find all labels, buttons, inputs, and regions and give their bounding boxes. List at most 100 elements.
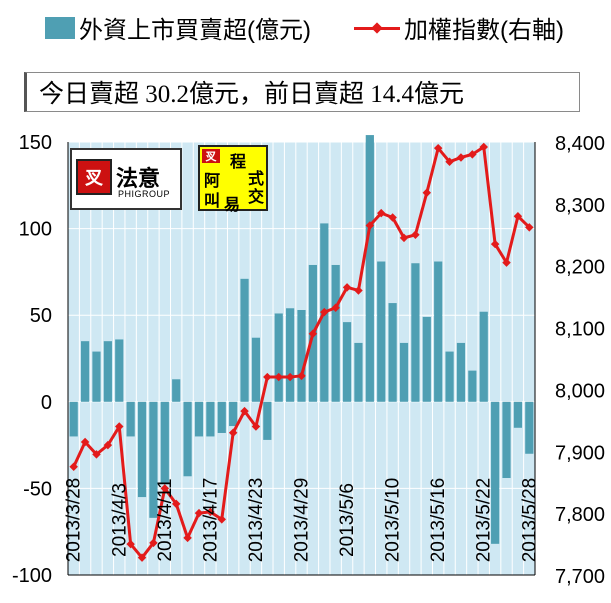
index-marker-21 (308, 329, 318, 338)
bar-38 (502, 401, 511, 479)
index-marker-30 (411, 230, 420, 240)
bar-3 (103, 341, 112, 402)
program-trading-logo-char: 程 (230, 154, 247, 171)
index-marker-15 (240, 406, 249, 416)
legend-line-swatch (354, 17, 400, 39)
program-trading-logo-char: 阿 (204, 173, 221, 190)
program-trading-logo-mark: 㕚 (202, 149, 220, 163)
index-marker-14 (228, 428, 238, 437)
left-axis-tick-label: -100 (12, 565, 52, 587)
index-marker-32 (433, 143, 443, 153)
left-axis-tick-label: 150 (19, 132, 52, 154)
summary-text: 今日賣超 30.2億元，前日賣超 14.4億元 (39, 81, 465, 108)
index-marker-25 (354, 286, 363, 295)
bar-12 (206, 401, 215, 437)
program-trading-logo-char: 式 (248, 171, 265, 188)
x-tick-label: 2013/4/11 (155, 478, 176, 561)
right-axis-tick-label: 8,000 (555, 380, 605, 402)
legend-bar-label: 外資上市買賣超(億元) (79, 17, 311, 44)
bar-4 (115, 339, 124, 402)
bar-11 (194, 401, 204, 437)
bar-40 (525, 401, 534, 454)
index-marker-33 (445, 157, 454, 167)
left-axis-tick-label: -50 (23, 478, 52, 500)
index-marker-35 (468, 150, 477, 159)
program-trading-logo-char: 易 (224, 197, 241, 214)
right-axis-tick-label: 8,300 (555, 195, 605, 217)
bar-6 (137, 401, 147, 498)
x-tick-label: 2013/3/28 (64, 478, 85, 563)
bar-0 (69, 401, 78, 437)
index-marker-17 (263, 372, 272, 382)
legend: 外資上市買賣超(億元) 加權指數(右軸) (0, 10, 611, 50)
bar-1 (80, 341, 90, 402)
index-marker-24 (342, 283, 352, 292)
bar-32 (434, 261, 443, 402)
bar-8 (160, 401, 169, 484)
phigroup-logo-mark: 㕚 (76, 159, 112, 195)
x-tick-label: 2013/5/6 (337, 483, 358, 557)
bar-35 (468, 370, 477, 402)
program-trading-logo-char: 交 (248, 189, 265, 206)
bar-19 (286, 308, 295, 402)
bar-5 (126, 401, 135, 437)
index-marker-34 (456, 153, 466, 162)
phigroup-logo-name: 法意 (116, 166, 161, 191)
phigroup-logo-en: PHIGROUP (118, 189, 171, 199)
bar-9 (172, 379, 181, 402)
index-marker-19 (285, 372, 295, 382)
bar-39 (513, 401, 523, 428)
index-marker-37 (490, 239, 500, 249)
bar-7 (149, 401, 158, 518)
right-axis-tick-label: 7,900 (555, 442, 605, 464)
bar-25 (354, 342, 363, 402)
x-tick-label: 2013/4/3 (109, 483, 130, 557)
x-tick-label: 2013/4/23 (246, 478, 267, 563)
legend-item-line: 加權指數(右軸) (354, 10, 564, 45)
bar-26 (365, 135, 374, 402)
bar-29 (399, 342, 409, 402)
x-tick-label: 2013/4/29 (292, 478, 313, 563)
index-marker-31 (422, 188, 432, 197)
index-marker-22 (320, 307, 329, 317)
index-marker-26 (365, 221, 375, 230)
index-marker-9 (171, 499, 181, 509)
right-axis-tick-label: 7,700 (555, 566, 605, 588)
bar-2 (92, 351, 101, 402)
index-marker-23 (331, 303, 340, 313)
index-marker-20 (297, 371, 306, 381)
bar-30 (411, 263, 420, 402)
bar-13 (217, 401, 226, 433)
x-tick-label: 2013/5/22 (474, 478, 495, 563)
index-marker-2 (92, 450, 101, 459)
bar-20 (297, 310, 306, 402)
bar-27 (377, 261, 386, 402)
bar-31 (422, 316, 431, 402)
index-marker-3 (103, 440, 113, 450)
bar-33 (445, 351, 454, 402)
bar-15 (240, 278, 249, 402)
phigroup-logo: 㕚 法意 PHIGROUP (70, 148, 182, 210)
legend-line-label: 加權指數(右軸) (404, 17, 564, 44)
legend-item-bars: 外資上市買賣超(億元) (45, 10, 311, 45)
left-axis-tick-label: 100 (19, 219, 52, 241)
index-marker-16 (251, 422, 261, 431)
bar-14 (229, 401, 238, 427)
index-marker-4 (115, 422, 124, 431)
bar-23 (331, 264, 340, 402)
x-tick-label: 2013/5/28 (519, 478, 540, 563)
index-marker-36 (479, 142, 488, 152)
bar-36 (479, 311, 488, 402)
index-marker-28 (388, 213, 397, 222)
index-marker-1 (80, 437, 90, 447)
summary-box: 今日賣超 30.2億元，前日賣超 14.4億元 (24, 72, 580, 112)
bar-10 (183, 401, 192, 477)
bar-37 (491, 401, 500, 544)
x-tick-label: 2013/5/16 (428, 478, 449, 563)
bar-18 (274, 313, 283, 402)
index-marker-38 (502, 258, 511, 267)
index-marker-29 (399, 233, 409, 243)
bar-16 (251, 337, 261, 402)
right-axis-tick-label: 8,100 (555, 319, 605, 341)
